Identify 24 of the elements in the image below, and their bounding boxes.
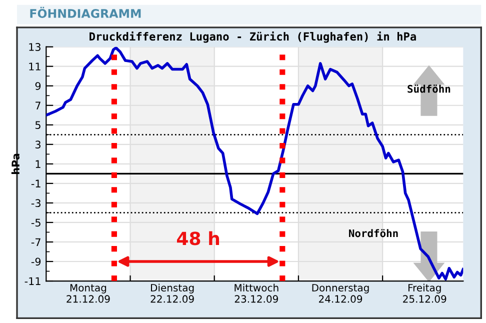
x-tick-label: Montag 21.12.09 (66, 284, 110, 303)
y-tick-label: 3 (35, 140, 40, 149)
annotation: Südföhn (408, 84, 450, 93)
y-axis-title: hPa (11, 154, 20, 174)
x-tick-label: Mittwoch 23.12.09 (234, 284, 278, 303)
y-tick-label: -11 (24, 277, 40, 285)
y-tick-label: -9 (31, 258, 41, 266)
chart-subtitle: Druckdifferenz Lugano - Zürich (Flughafen) in hPa (90, 31, 416, 43)
x-tick-label: Freitag 25.12.09 (403, 284, 446, 303)
y-tick-label: -5 (31, 218, 40, 227)
chart-title: FÖHNDIAGRAMM (30, 6, 141, 18)
y-tick-label: 7 (36, 102, 40, 110)
annotation: 48 h (176, 231, 220, 246)
y-tick-label: 9 (35, 82, 41, 90)
y-tick-label: -1 (31, 180, 40, 188)
x-tick-label: Donnerstag 24.12.09 (312, 284, 369, 303)
y-tick-label: 5 (35, 121, 40, 129)
y-tick-label: 11 (29, 62, 40, 70)
y-tick-label: -3 (31, 199, 40, 208)
y-tick-label: -7 (31, 238, 40, 246)
annotation: Nordföhn (349, 229, 398, 238)
y-tick-label: 13 (29, 43, 40, 51)
y-tick-label: 1 (36, 160, 40, 168)
x-tick-label: Dienstag 22.12.09 (150, 284, 194, 303)
